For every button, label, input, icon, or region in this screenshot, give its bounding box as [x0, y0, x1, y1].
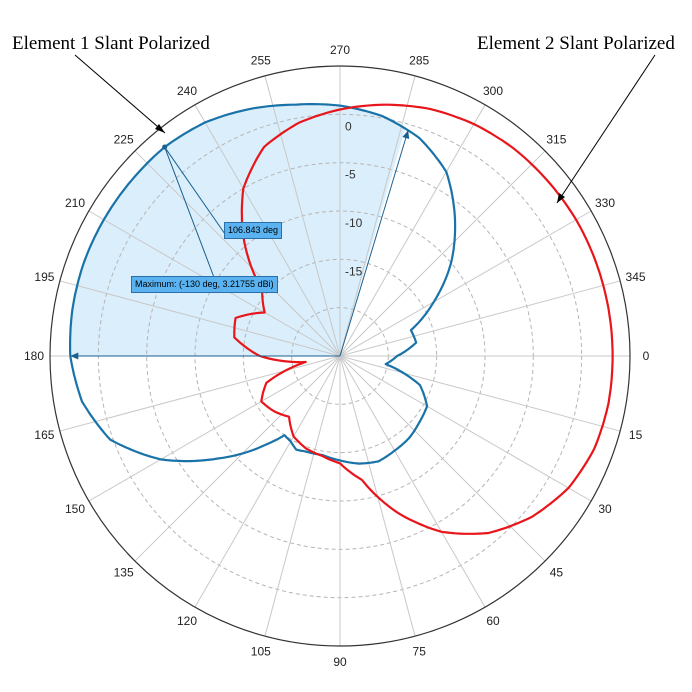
- maximum-marker: [162, 144, 168, 150]
- outer-ring: [49, 65, 631, 647]
- angle-tick-label: 165: [34, 428, 54, 442]
- angle-tick-label: 135: [114, 565, 134, 579]
- grid-spoke: [339, 75, 416, 357]
- angle-tick-label: 345: [626, 270, 646, 284]
- grid-spoke: [339, 355, 486, 608]
- annotation-element2: Element 2 Slant Polarized: [477, 33, 675, 54]
- label-layer: 0 15 30 45 60 75 90 105 120 135 150 165 180 195 210 225…: [24, 43, 650, 669]
- angle-tick-label: 45: [550, 565, 564, 579]
- angle-tick-label: 330: [595, 196, 615, 210]
- grid-spoke: [264, 355, 341, 637]
- angle-tick-label: 225: [114, 133, 134, 147]
- angle-tick-label: 75: [413, 645, 427, 659]
- grid-layer: [49, 65, 631, 647]
- angle-tick-label: 315: [546, 133, 566, 147]
- grid-spoke: [339, 280, 621, 357]
- angle-tick-label: 90: [333, 655, 347, 669]
- grid-spoke: [339, 355, 592, 502]
- grid-spoke: [134, 150, 341, 357]
- radial-tick-label: -15: [345, 264, 363, 278]
- grid-spoke: [194, 355, 341, 608]
- grid-spoke: [88, 355, 341, 502]
- grid-spoke: [339, 104, 486, 357]
- angle-span-tooltip: 106.843 deg: [224, 222, 283, 239]
- angle-tick-label: 120: [177, 614, 197, 628]
- angle-tick-label: 240: [177, 84, 197, 98]
- angle-tick-label: 15: [629, 428, 643, 442]
- angle-tick-label: 300: [483, 84, 503, 98]
- radial-tick-label: -5: [345, 168, 356, 182]
- angle-tick-label: 0: [643, 349, 650, 363]
- grid-spoke: [264, 75, 341, 357]
- marker-layer: [70, 130, 410, 360]
- maximum-tooltip-leader: [164, 146, 216, 281]
- angle-tick-label: 270: [330, 43, 350, 57]
- grid-spoke: [339, 210, 592, 357]
- maximum-tooltip: Maximum: (-130 deg, 3.21755 dBi): [131, 276, 278, 293]
- grid-spoke: [134, 355, 341, 562]
- angle-tick-label: 60: [486, 614, 500, 628]
- grid-spoke: [339, 355, 546, 562]
- angle-tick-label: 150: [65, 502, 85, 516]
- annotation-element1: Element 1 Slant Polarized: [12, 33, 210, 54]
- annotation-element1-arrow: [74, 54, 166, 134]
- annotation-element1-arrowhead: [155, 124, 165, 133]
- span-arrowhead-start: [70, 352, 79, 360]
- annotation-arrow-layer: [74, 54, 656, 204]
- span-edge-end: [339, 130, 409, 357]
- angle-tick-label: 285: [409, 53, 429, 67]
- grid-spoke: [339, 150, 546, 357]
- grid-spoke: [339, 355, 621, 432]
- span-arrowhead-end: [402, 130, 410, 140]
- radial-tick-label: -10: [345, 216, 363, 230]
- radial-tick-label: 0: [345, 119, 352, 133]
- annotation-element2-arrow: [556, 54, 656, 204]
- grid-spoke: [59, 355, 341, 432]
- grid-spoke: [59, 280, 341, 357]
- angle-tick-label: 255: [251, 53, 271, 67]
- annotation-element2-arrowhead: [557, 193, 565, 203]
- angle-tick-label: 180: [24, 349, 44, 363]
- angle-tick-label: 30: [598, 502, 612, 516]
- angle-tick-label: 195: [34, 270, 54, 284]
- angle-tick-label: 210: [65, 196, 85, 210]
- angle-tick-label: 105: [251, 645, 271, 659]
- span-tooltip-leader: [164, 146, 226, 235]
